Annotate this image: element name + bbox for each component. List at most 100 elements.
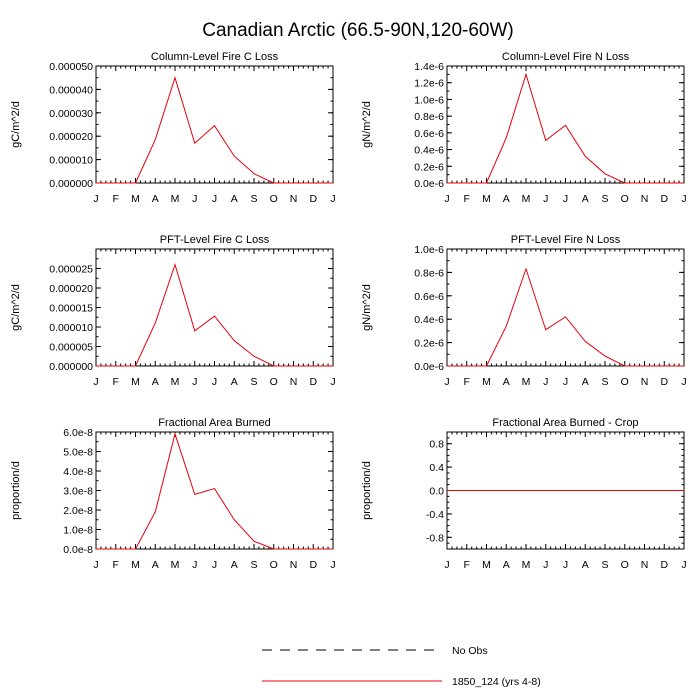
chart-panel: Fractional Area Burned - Crop proportion/… xyxy=(361,417,687,571)
y-tick-label: 0.0e-6 xyxy=(414,361,444,373)
series-line xyxy=(96,432,333,550)
y-axis-label: proportion/d xyxy=(361,461,373,520)
y-tick-label: 0.000020 xyxy=(49,283,93,295)
y-tick-label: 0.8e-6 xyxy=(414,111,444,123)
x-tick-label: F xyxy=(464,376,470,388)
x-tick-label: S xyxy=(601,376,608,388)
x-tick-label: F xyxy=(464,193,470,205)
x-tick-label: J xyxy=(563,193,568,205)
x-tick-label: A xyxy=(231,193,238,205)
x-tick-label: M xyxy=(131,376,140,388)
x-tick-label: J xyxy=(681,376,686,388)
x-tick-label: N xyxy=(290,376,298,388)
panel-title: Column-Level Fire C Loss xyxy=(151,51,279,63)
x-tick-label: S xyxy=(601,559,608,571)
plot-frame xyxy=(446,248,685,367)
y-tick-label: 0.000030 xyxy=(49,108,93,120)
y-tick-label: 0.000000 xyxy=(49,361,93,373)
x-tick-label: J xyxy=(543,559,548,571)
y-tick-label: 0.000040 xyxy=(49,84,93,96)
y-axis-label: gN/m^2/d xyxy=(361,284,373,331)
x-tick-label: A xyxy=(503,193,510,205)
x-tick-label: J xyxy=(444,559,449,571)
x-tick-label: J xyxy=(212,559,217,571)
y-tick-label: 1.0e-6 xyxy=(414,244,444,256)
x-tick-label: A xyxy=(152,559,159,571)
series-line xyxy=(96,262,333,367)
y-tick-label: 0.0 xyxy=(429,486,444,498)
x-tick-label: J xyxy=(563,559,568,571)
y-axis-label: gN/m^2/d xyxy=(361,101,373,148)
x-tick-label: J xyxy=(543,193,548,205)
y-axis-label: gC/m^2/d xyxy=(10,284,22,331)
x-tick-label: M xyxy=(171,559,180,571)
y-tick-label: 0.6e-6 xyxy=(414,128,444,140)
x-tick-label: D xyxy=(309,376,317,388)
y-axis-label: proportion/d xyxy=(10,461,22,520)
y-tick-label: 0.0e-8 xyxy=(63,544,93,556)
x-tick-label: D xyxy=(660,559,668,571)
y-tick-label: 3.0e-8 xyxy=(63,486,93,498)
x-tick-label: O xyxy=(270,193,278,205)
x-tick-label: S xyxy=(601,193,608,205)
x-tick-label: M xyxy=(482,559,491,571)
x-tick-label: J xyxy=(212,376,217,388)
x-tick-label: M xyxy=(522,193,531,205)
x-tick-label: J xyxy=(212,193,217,205)
y-tick-label: 0.000005 xyxy=(49,342,93,354)
y-tick-label: 6.0e-8 xyxy=(63,427,93,439)
y-tick-label: 0.4e-6 xyxy=(414,314,444,326)
x-tick-label: D xyxy=(309,193,317,205)
legend-model-label: 1850_124 (yrs 4-8) xyxy=(452,676,541,688)
x-tick-label: F xyxy=(464,559,470,571)
y-tick-label: 5.0e-8 xyxy=(63,447,93,459)
x-tick-label: J xyxy=(192,193,197,205)
x-tick-label: N xyxy=(641,376,649,388)
y-tick-label: 0.000000 xyxy=(49,178,93,190)
x-tick-label: F xyxy=(113,376,119,388)
legend: No Obs 1850_124 (yrs 4-8) xyxy=(262,645,541,688)
plot-frame xyxy=(446,65,685,184)
x-tick-label: S xyxy=(250,376,257,388)
plot-frame xyxy=(95,65,334,184)
x-tick-label: N xyxy=(641,559,649,571)
panel-title: Fractional Area Burned xyxy=(158,417,271,429)
y-tick-label: 0.6e-6 xyxy=(414,291,444,303)
x-tick-label: F xyxy=(113,559,119,571)
y-tick-label: 0.000020 xyxy=(49,131,93,143)
x-tick-label: O xyxy=(621,559,629,571)
x-tick-label: A xyxy=(503,559,510,571)
y-axis-label: gC/m^2/d xyxy=(10,101,22,148)
x-tick-label: J xyxy=(543,376,548,388)
x-tick-label: O xyxy=(621,376,629,388)
x-tick-label: S xyxy=(250,559,257,571)
x-tick-label: J xyxy=(563,376,568,388)
plot-frame xyxy=(95,431,334,550)
x-tick-label: M xyxy=(482,376,491,388)
y-tick-label: 0.4e-6 xyxy=(414,145,444,157)
panel-title: Column-Level Fire N Loss xyxy=(502,51,630,63)
x-tick-label: A xyxy=(582,376,589,388)
x-tick-label: A xyxy=(582,559,589,571)
x-tick-label: J xyxy=(93,193,98,205)
x-tick-label: D xyxy=(309,559,317,571)
x-tick-label: M xyxy=(171,193,180,205)
y-tick-label: 0.8e-6 xyxy=(414,267,444,279)
x-tick-label: A xyxy=(152,193,159,205)
x-tick-label: M xyxy=(131,193,140,205)
y-tick-label: -0.4 xyxy=(426,509,444,521)
x-tick-label: O xyxy=(621,193,629,205)
x-tick-label: A xyxy=(582,193,589,205)
panel-title: PFT-Level Fire N Loss xyxy=(511,234,621,246)
x-tick-label: O xyxy=(270,559,278,571)
x-tick-label: D xyxy=(660,193,668,205)
y-tick-label: 1.0e-6 xyxy=(414,94,444,106)
x-tick-label: A xyxy=(503,376,510,388)
y-tick-label: 1.4e-6 xyxy=(414,61,444,73)
series-line xyxy=(447,267,684,367)
